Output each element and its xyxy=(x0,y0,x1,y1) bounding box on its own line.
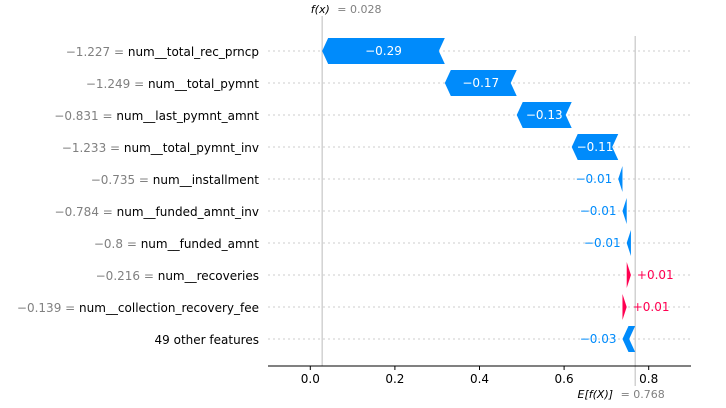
feature-label: −1.233 = num__total_pymnt_inv xyxy=(62,141,259,155)
bar xyxy=(571,134,619,160)
feature-value: −0.216 = xyxy=(96,269,158,283)
x-tick-label: 0.2 xyxy=(385,372,404,386)
feature-label: 49 other features xyxy=(155,333,259,347)
feature-name: num__total_pymnt_inv xyxy=(124,141,259,155)
feature-name: num__funded_amnt xyxy=(141,237,260,251)
feature-label: −0.831 = num__last_pymnt_amnt xyxy=(54,109,259,123)
feature-name: num__total_rec_prncp xyxy=(128,45,259,59)
feature-value: −0.8 = xyxy=(94,237,141,251)
feature-name: num__funded_amnt_inv xyxy=(117,205,259,219)
bar xyxy=(618,166,623,192)
bar-value-label: −0.17 xyxy=(462,76,499,90)
x-axis: 0.0 0.2 0.4 0.6 0.8 xyxy=(268,365,691,386)
feature-label: −0.8 = num__funded_amnt xyxy=(94,237,259,251)
feature-labels: −1.227 = num__total_rec_prncp −1.249 = nu… xyxy=(17,45,259,347)
bar xyxy=(622,294,627,320)
bar xyxy=(622,198,627,224)
base-label: E[f(X)] xyxy=(578,388,614,401)
feature-value: −0.831 = xyxy=(54,109,116,123)
base-value-annotation: E[f(X)] = 0.768 xyxy=(578,388,665,401)
feature-name: num__total_pymnt xyxy=(148,77,259,91)
feature-value: −1.227 = xyxy=(66,45,128,59)
bar-value-label: −0.13 xyxy=(526,108,563,122)
bar xyxy=(516,102,572,128)
feature-name: num__last_pymnt_amnt xyxy=(116,109,259,123)
bar-value-label: −0.01 xyxy=(584,236,621,250)
feature-label: −1.227 = num__total_rec_prncp xyxy=(66,45,259,59)
feature-value: −0.139 = xyxy=(17,301,79,315)
bar xyxy=(626,230,631,256)
x-tick-label: 0.6 xyxy=(555,372,574,386)
bar-value-label: +0.01 xyxy=(637,268,674,282)
feature-label: −0.735 = num__installment xyxy=(91,173,260,187)
x-tick-label: 0.4 xyxy=(470,372,489,386)
output-label: f(x) xyxy=(311,3,330,16)
bar xyxy=(322,38,445,64)
bar-value-label: −0.11 xyxy=(577,140,614,154)
feature-value: −0.784 = xyxy=(55,205,117,219)
bar-value-label: −0.29 xyxy=(365,44,402,58)
feature-label: −0.139 = num__collection_recovery_fee xyxy=(17,301,259,315)
bar-value-label: −0.03 xyxy=(580,332,617,346)
x-tick-label: 0.0 xyxy=(301,372,320,386)
feature-name: num__installment xyxy=(153,173,259,187)
feature-value: −1.233 = xyxy=(62,141,124,155)
base-value: = 0.768 xyxy=(621,388,665,401)
bar xyxy=(622,326,636,352)
feature-name: 49 other features xyxy=(155,333,259,347)
output-value-annotation: f(x) = 0.028 xyxy=(311,3,382,16)
bar xyxy=(626,262,631,288)
bar-value-label: −0.01 xyxy=(580,204,617,218)
feature-name: num__recoveries xyxy=(158,269,259,283)
feature-value: −0.735 = xyxy=(91,173,153,187)
bars: −0.29 −0.17 −0.13 −0.11 −0.01 −0.01 −0.01 +0.01… xyxy=(322,38,674,352)
bar-value-label: −0.01 xyxy=(575,172,612,186)
output-value: = 0.028 xyxy=(337,3,381,16)
feature-label: −0.784 = num__funded_amnt_inv xyxy=(55,205,259,219)
feature-label: −1.249 = num__total_pymnt xyxy=(86,77,259,91)
feature-label: −0.216 = num__recoveries xyxy=(96,269,259,283)
x-tick-label: 0.8 xyxy=(639,372,658,386)
bar xyxy=(444,70,517,96)
feature-value: −1.249 = xyxy=(86,77,148,91)
bar-value-label: +0.01 xyxy=(633,300,670,314)
feature-name: num__collection_recovery_fee xyxy=(79,301,259,315)
